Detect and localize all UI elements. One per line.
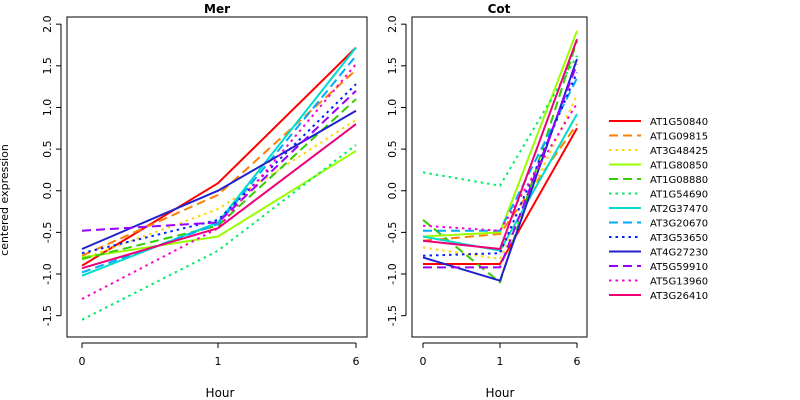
y-tick-label: 0.5 [41,140,54,158]
y-tick-label: -1.5 [386,305,399,326]
y-tick-label: 0.5 [386,140,399,158]
series-line-at1g54690 [81,144,357,321]
series-line-at1g50840 [81,46,357,267]
panel-cot: Cot Hour -1.5 -1.0 -0.5 0.0 0.5 1.0 1.5 2.0 0 1 6 [386,2,588,400]
y-tick-label: -1.0 [41,263,54,284]
series-line-at1g50840 [423,127,578,265]
legend-label: AT1G80850 [650,161,708,172]
x-axis-label-mer: Hour [206,386,235,400]
series-line-at3g26410 [81,123,357,270]
legend-label: AT1G54690 [650,190,708,201]
y-tick-label: -0.5 [41,222,54,243]
legend-label: AT1G50840 [650,117,708,128]
legend-label: AT1G08880 [650,175,708,186]
series-line-at3g20670 [81,55,357,274]
y-tick-label: 2.0 [386,15,399,33]
x-tick-label: 0 [420,355,427,368]
series-line-at1g09815 [422,123,578,242]
x-axis-label-cot: Hour [486,386,515,400]
y-tick-label: 0.0 [386,182,399,200]
legend-label: AT2G37470 [650,204,708,215]
panel-title-cot: Cot [488,2,511,16]
legend: AT1G50840 AT1G09815 AT3G48425 AT1G80850 AT1G… [609,117,708,302]
y-tick-label: 1.5 [41,57,54,75]
y-tick-label: -0.5 [386,222,399,243]
panel-title-mer: Mer [204,2,230,16]
legend-label: AT3G53650 [650,233,708,244]
series-line-at4g27230 [422,58,578,282]
series-line-at1g54690 [422,55,578,187]
x-tick-label: 1 [215,355,222,368]
series-line-at1g09815 [81,69,357,257]
series-line-at2g37470 [81,46,357,277]
series-line-at1g80850 [422,30,578,238]
y-tick-label: 0.0 [41,182,54,200]
legend-label: AT1G09815 [650,132,708,143]
series-line-at1g08880 [81,98,357,260]
legend-label: AT3G48425 [650,146,708,157]
legend-label: AT5G13960 [650,277,708,288]
x-tick-label: 6 [353,355,360,368]
legend-label: AT4G27230 [650,248,708,259]
x-tick-label: 1 [497,355,504,368]
legend-label: AT3G26410 [650,291,708,302]
y-tick-label: 1.0 [386,99,399,117]
y-tick-label: -1.0 [386,263,399,284]
series-line-at5g59910 [423,63,578,269]
legend-label: AT3G20670 [650,219,708,230]
series-line-at4g27230 [81,109,357,250]
y-axis-label: centered expression [0,144,11,256]
series-line-at5g59910 [81,90,357,232]
series-line-at3g26410 [422,38,578,250]
series-line-at3g53650 [81,83,357,255]
series-line-at3g48425 [81,119,357,260]
y-tick-label: -1.5 [41,305,54,326]
x-tick-label: 6 [574,355,581,368]
plot-frame [411,16,588,338]
panel-mer: Mer Hour -1.5 -1.0 -0.5 0.0 0.5 1.0 1.5 2.0 0 1 6 [41,2,368,400]
y-tick-label: 1.0 [41,99,54,117]
plot-frame [66,16,368,338]
y-tick-label: 2.0 [41,15,54,33]
y-tick-label: 1.5 [386,57,399,75]
series-line-at5g13960 [422,102,578,232]
legend-label: AT5G59910 [650,262,708,273]
x-tick-label: 0 [79,355,86,368]
